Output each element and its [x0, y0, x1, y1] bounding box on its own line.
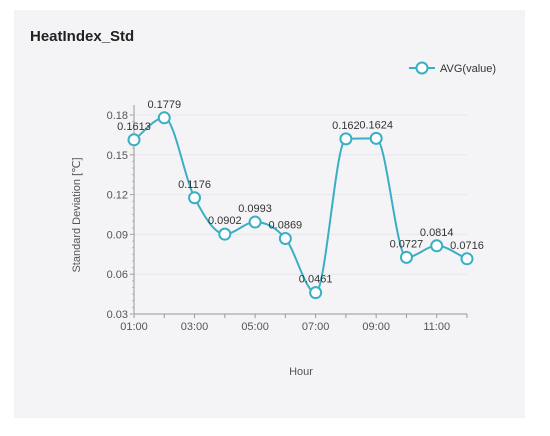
y-tick-label: 0.15 [107, 150, 128, 162]
data-label: 0.0716 [450, 240, 484, 252]
x-axis-title: Hour [289, 366, 313, 378]
x-tick-label: 07:00 [302, 321, 330, 333]
data-label: 0.162 [332, 120, 360, 132]
x-tick-label: 05:00 [241, 321, 269, 333]
data-point[interactable] [460, 252, 474, 266]
data-label: 0.0727 [390, 238, 424, 250]
x-tick-label: 03:00 [181, 321, 209, 333]
data-point[interactable] [188, 191, 202, 205]
chart-panel [14, 10, 525, 418]
legend-marker-icon [415, 61, 429, 75]
y-tick-label: 0.09 [107, 229, 128, 241]
data-label: 0.0869 [269, 220, 303, 232]
x-tick-label: 09:00 [362, 321, 390, 333]
data-label: 0.1624 [359, 119, 393, 131]
legend[interactable]: AVG(value) [409, 61, 496, 76]
data-point[interactable] [218, 227, 232, 241]
data-point[interactable] [248, 215, 262, 229]
data-label: 0.0814 [420, 227, 454, 239]
x-tick-label: 11:00 [423, 321, 450, 333]
series-line-avg-value [133, 116, 468, 294]
y-tick-label: 0.03 [107, 309, 128, 321]
data-label: 0.1176 [178, 179, 211, 191]
data-point[interactable] [339, 132, 353, 146]
data-point[interactable] [430, 239, 444, 253]
data-point[interactable] [127, 133, 141, 147]
data-label: 0.1613 [117, 121, 151, 133]
y-tick-label: 0.12 [107, 190, 128, 202]
data-point[interactable] [157, 111, 171, 125]
y-axis-title: Standard Deviation [℃] [71, 157, 83, 272]
chart-title: HeatIndex_Std [30, 28, 135, 45]
series-layer [127, 111, 474, 300]
data-label: 0.0902 [208, 215, 242, 227]
data-label: 0.1779 [147, 99, 181, 111]
data-point[interactable] [309, 286, 323, 300]
legend-label: AVG(value) [440, 63, 496, 75]
axis-layer: 0.03 0.06 0.09 0.12 0.15 0.18 01:00 03:00 05:00 0… [107, 105, 468, 333]
y-tick-label: 0.18 [107, 110, 128, 122]
data-label: 0.0461 [299, 274, 333, 286]
data-point[interactable] [278, 232, 292, 246]
y-tick-label: 0.06 [107, 269, 128, 281]
data-label: 0.0993 [238, 203, 272, 215]
data-point[interactable] [399, 250, 413, 264]
x-tick-label: 01:00 [120, 321, 148, 333]
data-point[interactable] [369, 131, 383, 145]
